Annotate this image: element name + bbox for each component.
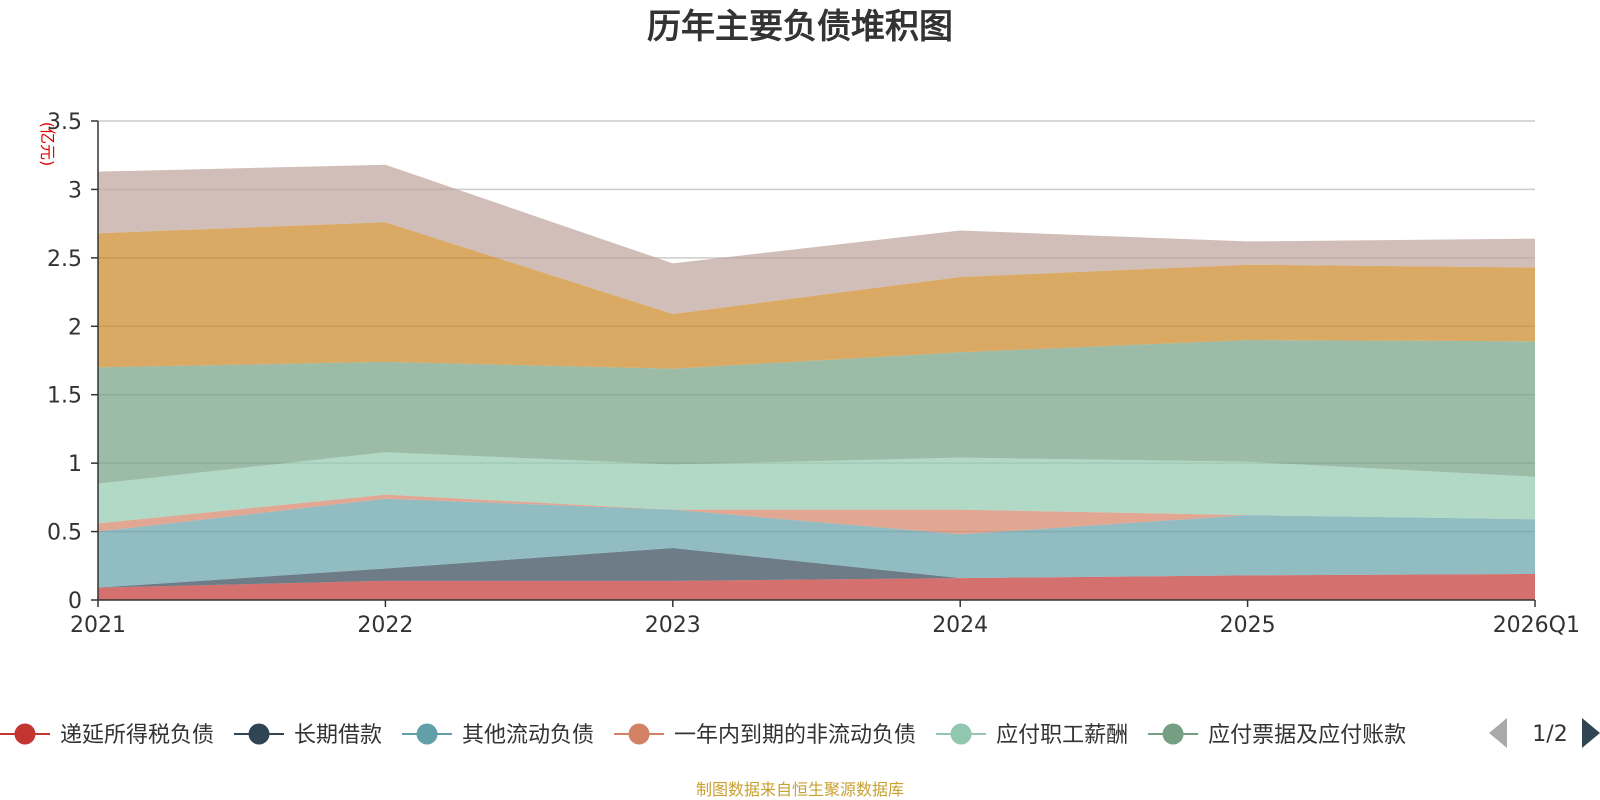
legend-item-1[interactable]: 长期借款 [234, 723, 382, 748]
legend-item-0[interactable]: 递延所得税负债 [0, 723, 214, 748]
y-tick-label-5: 2.5 [47, 247, 82, 272]
y-tick-label-1: 0.5 [47, 521, 82, 546]
y-tick-label-0: 0 [68, 589, 82, 614]
x-tick-label-3: 2024 [932, 613, 988, 638]
legend-label-0: 递延所得税负债 [60, 723, 214, 748]
area-series-5 [98, 339, 1535, 484]
legend-item-3[interactable]: 一年内到期的非流动负债 [614, 723, 916, 748]
legend-marker-icon-4 [950, 723, 972, 745]
y-tick-label-7: 3.5 [47, 110, 82, 135]
y-tick-label-3: 1.5 [47, 384, 82, 409]
legend-label-4: 应付职工薪酬 [996, 723, 1128, 748]
legend-item-5[interactable]: 应付票据及应付账款 [1148, 723, 1406, 748]
y-tick-label-6: 3 [68, 178, 82, 203]
legend: 递延所得税负债 长期借款 其他流动负债 一年内到期的非流动负债 应付职工薪酬 应付票据及应… [0, 723, 1406, 748]
legend-pager: 1/2 [1489, 718, 1600, 748]
x-axis-tick-labels: 2021 2022 2023 2024 2025 2026Q1 [70, 613, 1580, 638]
chart-title: 历年主要负债堆积图 [647, 7, 953, 47]
y-axis-tick-labels: 0 0.5 1 1.5 2 2.5 3 3.5 [47, 110, 82, 614]
x-tick-label-1: 2022 [357, 613, 413, 638]
legend-marker-icon-3 [628, 723, 650, 745]
area-series-7 [98, 164, 1535, 314]
area-series-4 [98, 452, 1535, 524]
legend-label-3: 一年内到期的非流动负债 [674, 723, 916, 748]
legend-label-2: 其他流动负债 [462, 723, 594, 748]
y-tick-label-2: 1 [68, 452, 82, 477]
legend-label-5: 应付票据及应付账款 [1208, 723, 1406, 748]
legend-marker-icon-0 [14, 723, 36, 745]
legend-label-1: 长期借款 [294, 723, 382, 748]
axes [91, 120, 1536, 607]
triangle-right-icon[interactable] [1582, 718, 1600, 748]
area-series-0 [98, 573, 1535, 600]
x-tick-label-0: 2021 [70, 613, 126, 638]
area-series-1 [98, 547, 1535, 588]
triangle-left-icon[interactable] [1489, 718, 1507, 748]
legend-item-4[interactable]: 应付职工薪酬 [936, 723, 1128, 748]
legend-marker-icon-2 [416, 723, 438, 745]
y-tick-label-4: 2 [68, 315, 82, 340]
x-tick-label-2: 2023 [645, 613, 701, 638]
x-tick-label-5: 2026Q1 [1493, 613, 1580, 638]
area-series-layer [98, 164, 1535, 600]
area-series-2 [98, 498, 1535, 588]
data-source-note: 制图数据来自恒生聚源数据库 [696, 780, 904, 799]
y-axis-unit-label: (亿元) [38, 122, 57, 167]
legend-marker-icon-1 [248, 723, 270, 745]
x-tick-label-4: 2025 [1220, 613, 1276, 638]
area-series-3 [98, 494, 1535, 535]
legend-page-indicator: 1/2 [1532, 722, 1567, 747]
legend-marker-icon-5 [1162, 723, 1184, 745]
legend-item-2[interactable]: 其他流动负债 [402, 723, 594, 748]
